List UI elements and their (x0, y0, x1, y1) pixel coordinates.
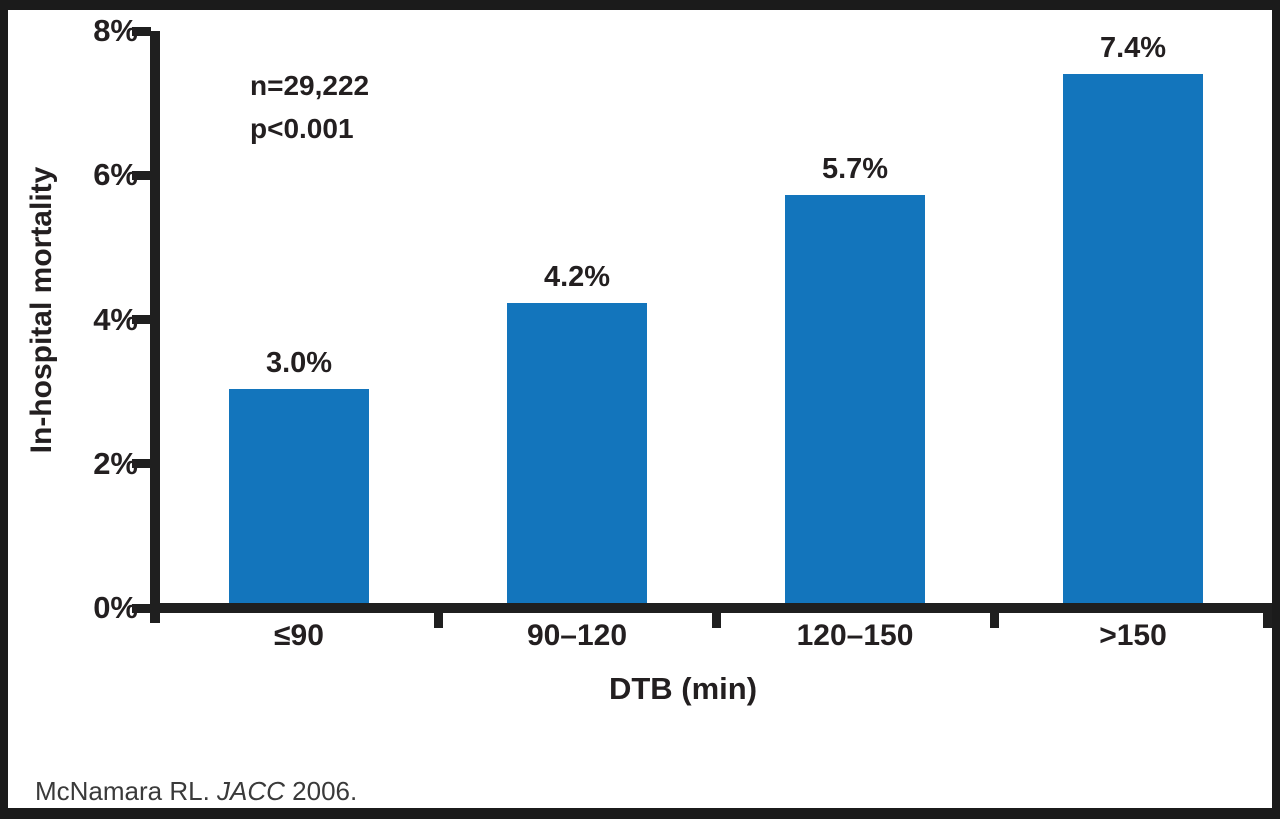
y-tick-label: 4% (93, 301, 138, 337)
y-axis-tick (132, 26, 151, 36)
x-axis-tick (989, 603, 999, 628)
y-axis-tick (132, 459, 151, 469)
bar-≤90 (229, 388, 369, 603)
y-tick-label: 8% (93, 13, 138, 48)
bar-value-label: 3.0% (265, 346, 333, 379)
x-category-label: >150 (1099, 619, 1167, 652)
y-tick-label: 0% (93, 590, 138, 625)
x-axis-title: DTB (min) (608, 671, 758, 706)
x-axis-tick (711, 603, 721, 628)
bar-90–120 (507, 302, 647, 603)
y-axis-tick (132, 315, 151, 324)
x-axis-line (150, 603, 1272, 613)
bar->150 (1063, 73, 1203, 603)
citation-journal: JACC (217, 776, 285, 806)
bar-value-label: 7.4% (1099, 31, 1167, 64)
annotation-sample-size: n=29,222 (250, 70, 370, 101)
y-axis-tick (132, 170, 151, 180)
x-axis-end-tick (1263, 603, 1272, 628)
x-category-label: ≤90 (274, 619, 324, 652)
citation-author: McNamara RL. (35, 776, 218, 806)
x-category-label: 120–150 (796, 619, 914, 652)
x-axis-tick (433, 603, 443, 628)
x-category-label: 90–120 (526, 619, 628, 652)
bar-120–150 (785, 195, 925, 603)
y-tick-label: 2% (93, 445, 138, 481)
bar-value-label: 5.7% (821, 153, 889, 186)
citation: McNamara RL. JACC 2006. (35, 776, 357, 807)
y-axis-line (150, 31, 160, 623)
y-tick-label: 6% (93, 157, 138, 193)
citation-year: 2006. (284, 776, 358, 806)
y-axis-tick (132, 603, 151, 613)
annotation-p-value: p<0.001 (250, 113, 354, 144)
bar-value-label: 4.2% (543, 260, 611, 293)
